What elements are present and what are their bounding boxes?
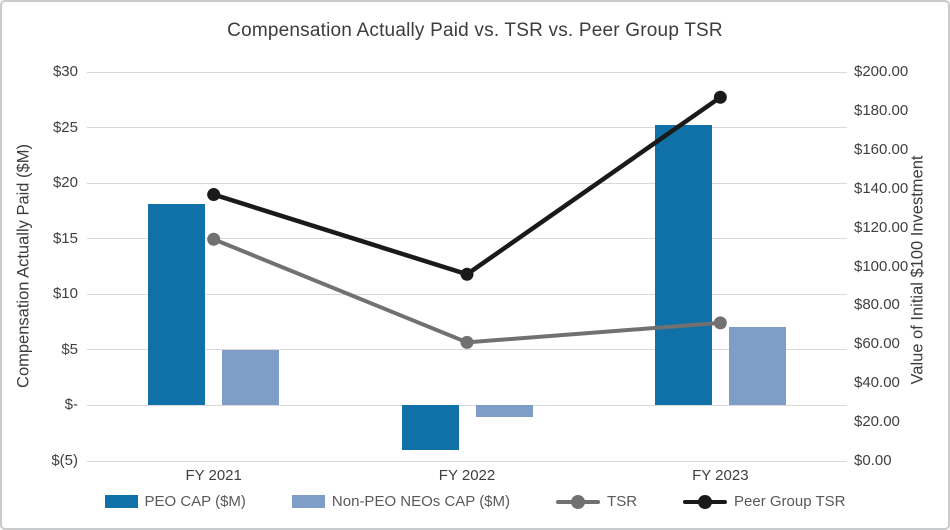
gridline — [87, 238, 847, 240]
legend-label: TSR — [607, 493, 638, 510]
legend-item-peer-group-tsr: Peer Group TSR — [683, 493, 845, 510]
right-axis-tick: $160.00 — [854, 140, 909, 158]
x-axis-label-fy-2022: FY 2022 — [438, 467, 496, 484]
right-axis-title: Value of Initial $100 Investment — [908, 155, 927, 385]
gridline — [87, 71, 847, 73]
line-series-layer — [207, 90, 727, 349]
marker-peer-group-tsr-fy-2022 — [460, 267, 474, 281]
marker-peer-group-tsr-fy-2021 — [207, 188, 221, 202]
gridline — [87, 127, 847, 129]
legend-line-marker — [571, 494, 586, 509]
x-axis-label-fy-2023: FY 2023 — [692, 467, 749, 484]
gridline — [87, 404, 847, 406]
marker-tsr-fy-2023 — [713, 316, 727, 330]
left-axis-tick: $15 — [52, 229, 78, 247]
gridline — [87, 460, 847, 462]
right-axis-tick: $120.00 — [854, 218, 909, 236]
legend-bar-swatch-icon — [104, 495, 138, 508]
line-tsr — [212, 237, 721, 345]
legend-item-tsr: TSR — [556, 493, 637, 510]
legend-line-swatch-icon — [556, 494, 601, 509]
left-axis-tick: $(5) — [51, 452, 78, 469]
marker-peer-group-tsr-fy-2023 — [713, 90, 727, 104]
bar-peo-cap-m-fy-2021 — [148, 204, 206, 406]
marker-tsr-fy-2022 — [460, 335, 474, 349]
legend-bar-swatch-icon — [291, 495, 325, 508]
right-axis-tick: $0.00 — [854, 452, 892, 469]
bar-non-peo-neos-cap-m-fy-2022 — [475, 405, 533, 417]
right-axis-tick: $140.00 — [854, 179, 909, 197]
x-axis-label-fy-2021: FY 2021 — [185, 467, 242, 484]
legend-line-marker — [698, 494, 713, 509]
bar-non-peo-neos-cap-m-fy-2021 — [222, 349, 280, 406]
bar-peo-cap-m-fy-2022 — [401, 405, 459, 450]
bar-non-peo-neos-cap-m-fy-2023 — [728, 326, 786, 406]
left-axis-tick: $20 — [52, 174, 78, 192]
gridline — [87, 182, 847, 184]
gridline — [87, 349, 847, 351]
right-axis-tick: $40.00 — [854, 374, 900, 392]
legend-item-non-peo-neos-cap-m: Non-PEO NEOs CAP ($M) — [291, 493, 511, 510]
legend-item-peo-cap-m: PEO CAP ($M) — [104, 493, 246, 510]
left-axis-tick: $5 — [61, 340, 78, 358]
marker-tsr-fy-2021 — [207, 232, 221, 246]
right-axis-tick: $60.00 — [854, 335, 900, 353]
right-axis-tick: $100.00 — [854, 257, 909, 275]
left-axis-tick: $30 — [52, 63, 78, 80]
plot-area — [87, 71, 847, 462]
left-axis-tick: $25 — [52, 118, 78, 136]
line-peer-group-tsr — [212, 95, 722, 277]
legend-label: PEO CAP ($M) — [144, 493, 246, 510]
right-axis-tick: $20.00 — [854, 413, 900, 431]
bar-peo-cap-m-fy-2023 — [654, 125, 712, 406]
right-axis-tick: $200.00 — [854, 63, 909, 80]
legend-line-swatch-icon — [683, 494, 728, 509]
left-axis-tick: $10 — [52, 285, 78, 303]
legend-label: Peer Group TSR — [734, 493, 846, 510]
gridline — [87, 293, 847, 295]
legend-label: Non-PEO NEOs CAP ($M) — [331, 493, 511, 510]
legend: PEO CAP ($M) Non-PEO NEOs CAP ($M) TSR Peer… — [2, 493, 948, 510]
chart-title: Compensation Actually Paid vs. TSR vs. P… — [227, 20, 723, 41]
right-axis-tick: $180.00 — [854, 101, 909, 119]
left-axis-tick: $- — [64, 396, 78, 414]
right-axis-tick: $80.00 — [854, 296, 900, 314]
